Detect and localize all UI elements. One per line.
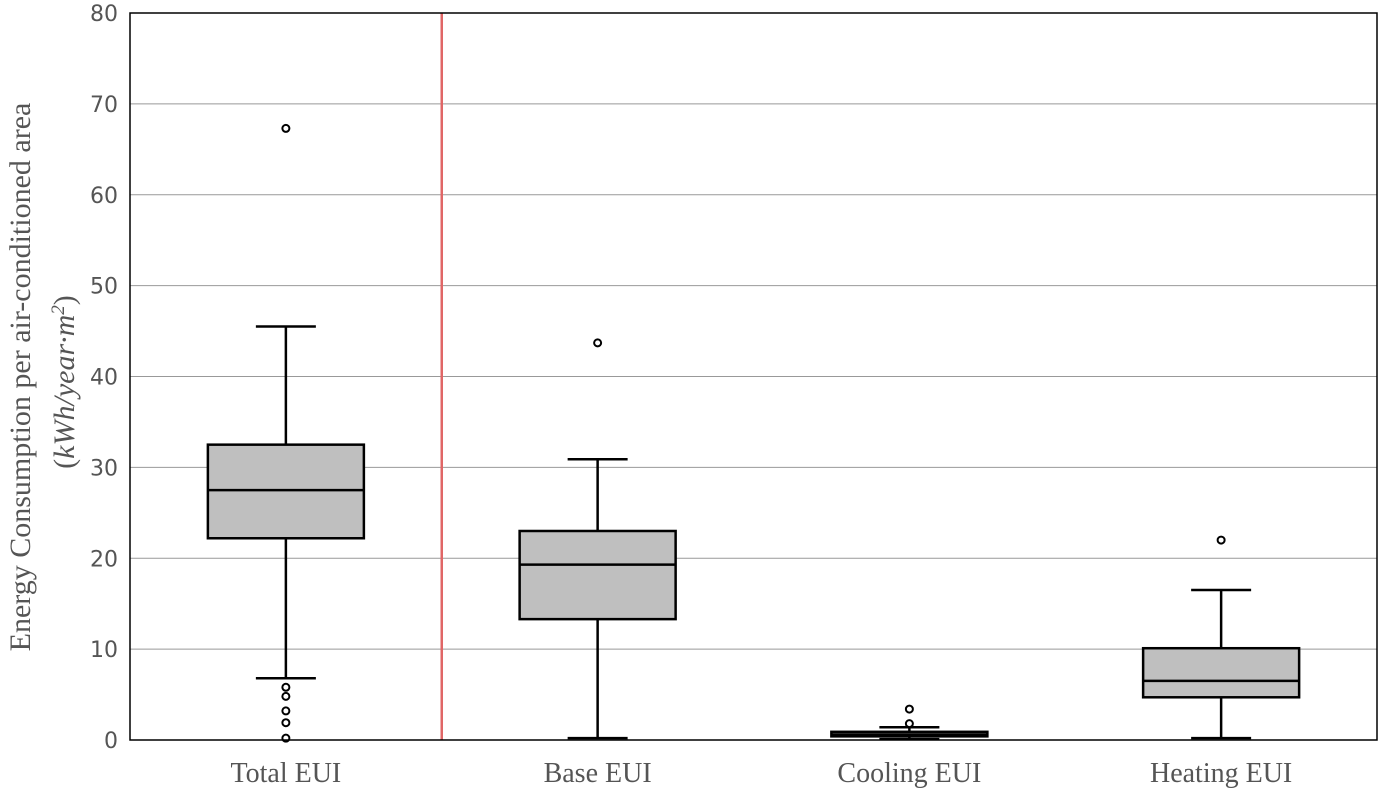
- box-group: [518, 338, 677, 740]
- y-tick-label: 40: [90, 366, 118, 391]
- y-tick-label: 20: [90, 547, 118, 572]
- y-tick-label: 0: [104, 729, 118, 754]
- y-tick-label: 30: [90, 456, 118, 481]
- outlier-point: [281, 691, 291, 701]
- y-axis-unit-close: ): [48, 295, 81, 305]
- outlier-point: [1216, 535, 1226, 545]
- y-axis-label: Energy Consumption per air-conditioned a…: [4, 103, 37, 652]
- y-tick-label: 50: [90, 275, 118, 300]
- plot-frame-layer: [129, 12, 1378, 741]
- box-group: [1141, 535, 1301, 740]
- iqr-box: [518, 529, 677, 621]
- iqr-box: [206, 443, 366, 540]
- x-category-label: Base EUI: [544, 758, 652, 789]
- x-category-label: Total EUI: [230, 758, 341, 789]
- plot-frame: [129, 12, 1378, 741]
- box-layer: [206, 123, 1301, 743]
- iqr-box: [1141, 646, 1301, 699]
- y-tick-label: 10: [90, 638, 118, 663]
- y-axis-label-group: Energy Consumption per air-conditioned a…: [4, 103, 81, 652]
- y-axis-unit-sup: 2: [48, 305, 69, 315]
- y-axis-unit-label: (kWh/year·m2): [48, 295, 82, 469]
- y-tick-label: 60: [90, 184, 118, 209]
- outlier-point: [281, 706, 291, 716]
- outlier-point: [281, 682, 291, 692]
- box-group: [206, 123, 366, 743]
- y-axis-ticks: 0 10 20 30 40 50 60 70 80: [90, 2, 118, 754]
- box-group: [830, 704, 989, 741]
- y-axis-unit-open: (: [48, 459, 81, 469]
- grid-lines: [130, 103, 1377, 650]
- y-tick-label: 70: [90, 93, 118, 118]
- x-category-label: Cooling EUI: [837, 758, 981, 789]
- outlier-point: [281, 123, 291, 133]
- y-axis-unit-main: kWh/year·m: [48, 315, 81, 459]
- x-axis-categories: Total EUI Base EUI Cooling EUI Heating EUI: [230, 758, 1292, 789]
- outlier-point: [281, 718, 291, 728]
- y-tick-label: 80: [90, 2, 118, 27]
- outlier-point: [593, 338, 603, 348]
- outlier-point: [904, 704, 914, 714]
- outlier-point: [904, 719, 914, 729]
- x-category-label: Heating EUI: [1150, 758, 1292, 789]
